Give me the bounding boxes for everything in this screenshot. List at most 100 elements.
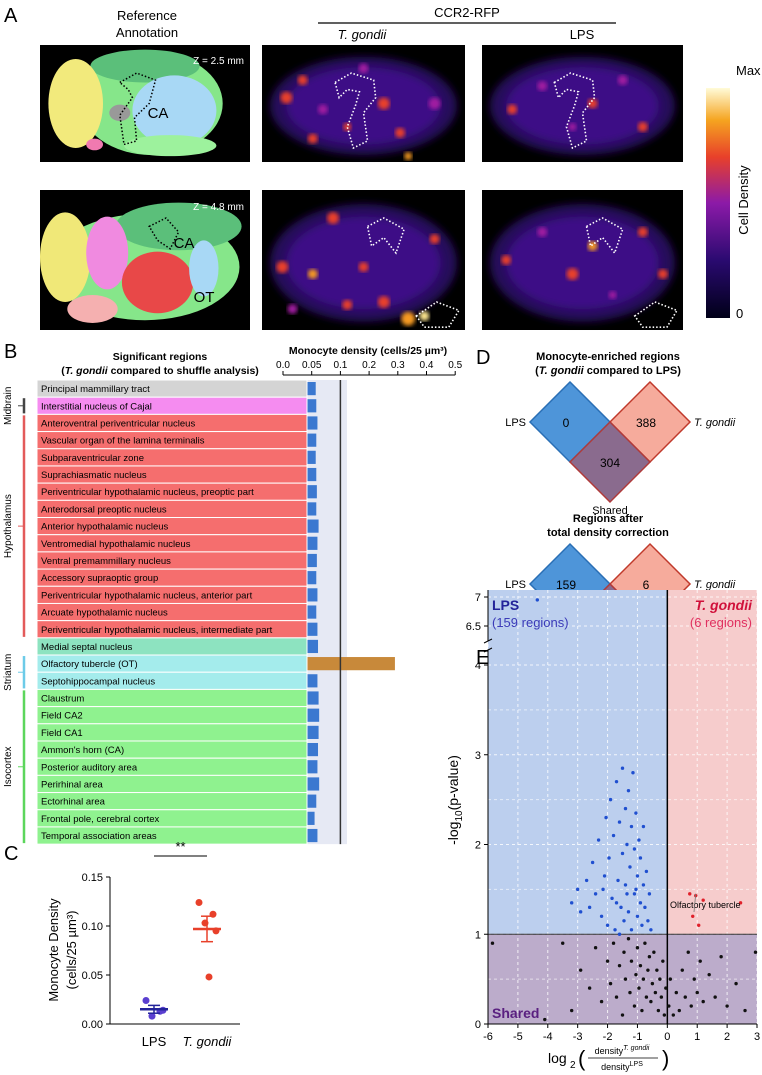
table-subtitle: (T. gondii compared to shuffle analysis) xyxy=(61,365,259,377)
data-point xyxy=(638,856,643,860)
x-tick-label: -3 xyxy=(573,1031,583,1043)
atlas-region xyxy=(109,104,131,122)
signal-hotspot xyxy=(537,227,548,237)
data-point xyxy=(632,847,637,851)
atlas-region xyxy=(115,202,242,251)
y-tick-label: 0 xyxy=(475,1019,481,1031)
y-axis-title-part: (p-value) xyxy=(445,755,461,810)
data-point xyxy=(587,986,592,990)
data-point xyxy=(604,815,608,820)
column-title: Reference xyxy=(117,8,177,23)
data-point xyxy=(631,771,635,775)
colorbar-label: 0 xyxy=(736,306,743,321)
row-label: Periventricular hypothalamic nucleus, pr… xyxy=(41,487,254,498)
point-annotation: Olfactory tubercle xyxy=(670,900,741,910)
signal-hotspot xyxy=(566,268,579,280)
signal-hotspot xyxy=(537,80,548,91)
signal-hotspot xyxy=(395,127,406,138)
data-point xyxy=(614,779,619,784)
data-point xyxy=(689,1004,693,1008)
data-point xyxy=(644,869,649,874)
x-tick-label: -4 xyxy=(543,1031,553,1043)
x-axis-title: log xyxy=(548,1050,567,1066)
x-tick-label: 1 xyxy=(694,1031,700,1043)
column-title: T. gondii xyxy=(338,27,388,42)
data-point xyxy=(569,901,574,905)
y-tick-label: 3 xyxy=(475,750,481,762)
data-point xyxy=(643,941,647,945)
set-label: LPS xyxy=(505,579,526,591)
set-count: 159 xyxy=(556,578,576,592)
data-point xyxy=(649,999,653,1004)
data-point xyxy=(688,892,692,896)
data-point xyxy=(637,986,641,990)
row-label: Septohippocampal nucleus xyxy=(41,676,155,687)
row-label: Ectorhinal area xyxy=(41,797,106,808)
data-point xyxy=(622,919,626,923)
column-title: LPS xyxy=(570,27,595,42)
data-point xyxy=(590,860,595,865)
data-point xyxy=(599,999,604,1004)
panel-label: C xyxy=(4,843,18,865)
data-point xyxy=(490,941,495,945)
x-axis-title: ) xyxy=(662,1046,669,1071)
data-point xyxy=(653,990,658,995)
data-point xyxy=(626,788,631,793)
data-point xyxy=(725,1004,729,1008)
signal-hotspot xyxy=(276,261,289,273)
data-point xyxy=(628,865,632,869)
data-point xyxy=(629,928,634,932)
table-subtitle-part: compared to shuffle analysis) xyxy=(108,365,259,377)
brain-tissue xyxy=(506,216,659,309)
signal-hotspot xyxy=(617,75,628,86)
atlas-region xyxy=(48,59,103,148)
data-point xyxy=(619,905,623,910)
data-point xyxy=(608,981,613,986)
row-label: Periventricular hypothalamic nucleus, in… xyxy=(41,625,273,636)
diagram-title: total density correction xyxy=(547,527,669,539)
row-label: Claustrum xyxy=(41,694,84,705)
data-point xyxy=(535,598,540,602)
region-outline xyxy=(202,303,241,326)
data-point xyxy=(641,977,646,981)
column-title: Annotation xyxy=(116,25,178,40)
data-point xyxy=(596,838,601,842)
y-tick-label: 6.5 xyxy=(466,621,481,633)
atlas-region xyxy=(124,135,217,157)
region-count: (159 regions) xyxy=(492,615,569,630)
data-point xyxy=(569,1008,574,1013)
data-point xyxy=(623,883,628,887)
y-tick-label: 1 xyxy=(475,929,481,941)
data-point xyxy=(753,950,758,954)
data-point xyxy=(626,910,631,914)
x-tick-label: -1 xyxy=(633,1031,643,1043)
row-label: Suprachiasmatic nucleus xyxy=(41,470,147,481)
row-label: Perirhinal area xyxy=(41,779,103,790)
y-tick-label: 0.05 xyxy=(82,970,103,982)
y-axis-title-part: -log xyxy=(445,822,461,845)
signal-hotspot xyxy=(507,104,518,115)
data-point xyxy=(578,910,583,914)
y-tick-label: 0.00 xyxy=(82,1019,103,1031)
region-outline xyxy=(415,301,461,329)
data-point xyxy=(543,1017,547,1022)
row-label: Field CA2 xyxy=(41,711,83,722)
z-label: Z = 4.8 mm xyxy=(193,202,244,213)
y-axis-title: (cells/25 µm³) xyxy=(64,911,79,990)
region-label: CA xyxy=(148,105,169,122)
atlas-region xyxy=(86,216,129,290)
region-title: LPS xyxy=(492,597,519,613)
data-point xyxy=(698,959,702,963)
data-point xyxy=(584,878,589,883)
annotation-leader xyxy=(693,893,697,913)
data-point xyxy=(647,892,652,896)
row-label: Temporal association areas xyxy=(41,831,157,842)
row-label: Vascular organ of the lamina terminalis xyxy=(41,436,205,447)
signal-hotspot xyxy=(317,104,328,115)
x-tick-label: 0.4 xyxy=(420,360,434,371)
data-point xyxy=(638,963,643,968)
region-outline xyxy=(118,72,157,146)
signal-hotspot xyxy=(307,133,318,144)
data-point xyxy=(617,963,622,968)
